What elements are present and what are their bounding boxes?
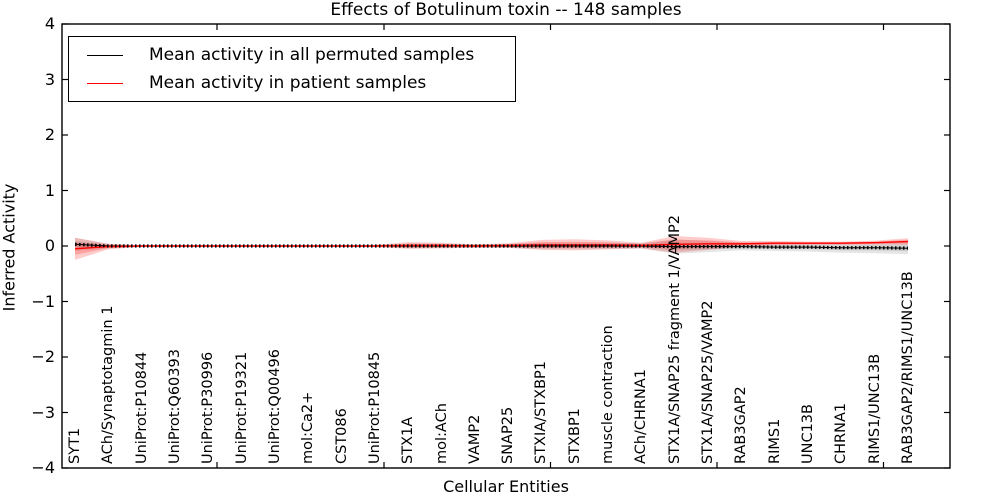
legend-line-permuted-icon [87,54,123,56]
x-tick-label: UniProt:P10844 [133,351,150,464]
x-tick-label: UniProt:Q00496 [266,349,283,464]
x-tick-label: STX1A/SNAP25/VAMP2 [700,300,717,464]
x-tick-label: mol:ACh [433,403,450,464]
y-tick-label: 0 [44,236,55,255]
x-tick-label: VAMP2 [466,414,483,464]
legend-line-patient-icon [87,82,123,84]
legend-label-patient: Mean activity in patient samples [149,73,427,93]
x-tick-label: muscle contraction [600,325,617,464]
x-tick-label: mol:Ca2+ [300,391,317,464]
legend-label-permuted: Mean activity in all permuted samples [149,45,475,65]
x-tick-label: STX1A/SNAP25 fragment 1/VAMP2 [666,215,683,464]
x-tick-label: ACh/CHRNA1 [633,369,650,464]
x-tick-label: ACh/Synaptotagmin 1 [100,305,117,464]
y-axis-title: Inferred Activity [0,183,19,312]
legend-entry-patient: Mean activity in patient samples [87,69,515,97]
x-tick-label: UNC13B [800,404,817,464]
legend: Mean activity in all permuted samples Me… [68,36,516,102]
y-tick-label: 3 [44,69,55,89]
x-tick-label: UniProt:P19321 [233,351,250,464]
y-tick-label: −4 [31,458,55,477]
x-tick-label: CHRNA1 [833,402,850,464]
x-tick-label: UniProt:P10845 [366,351,383,464]
y-tick-label: 2 [44,125,55,144]
y-tick-label: −1 [31,291,55,311]
x-tick-label: RIMS1 [766,418,783,464]
x-tick-label: STX1A [400,416,417,464]
x-tick-label: RIMS1/UNC13B [866,353,883,464]
y-tick-label: 1 [44,180,55,200]
x-tick-label: RAB3GAP2/RIMS1/UNC13B [900,271,916,464]
x-tick-label: STXBP1 [566,408,583,464]
legend-entry-permuted: Mean activity in all permuted samples [87,41,515,69]
x-tick-label: SNAP25 [500,406,517,464]
x-axis-title: Cellular Entities [443,477,569,496]
x-tick-label: UniProt:Q60393 [166,349,183,464]
x-tick-label: STXIA/STXBP1 [533,361,550,464]
y-tick-label: 4 [44,14,55,33]
y-tick-label: −2 [31,347,55,366]
x-tick-label: SYT1 [67,427,83,464]
x-tick-label: CST086 [333,408,350,464]
x-tick-label: RAB3GAP2 [733,386,750,464]
x-tick-label: UniProt:P30996 [200,351,217,464]
chart-title: Effects of Botulinum toxin -- 148 sample… [330,0,682,20]
y-tick-label: −3 [31,402,55,422]
